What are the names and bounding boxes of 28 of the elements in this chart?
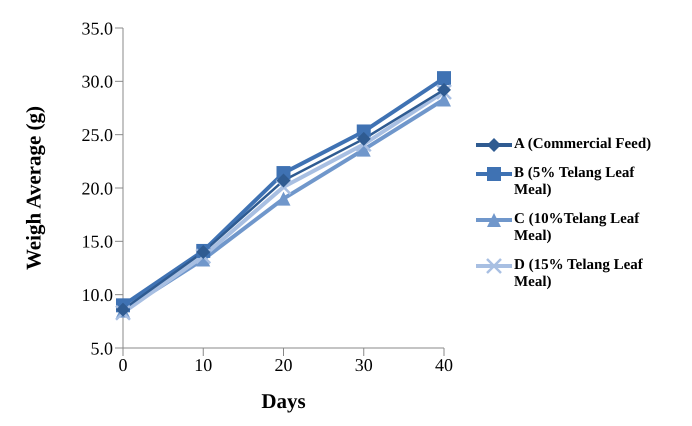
x-tick-label: 40 bbox=[435, 354, 453, 375]
y-tick-label: 35.0 bbox=[82, 18, 113, 38]
y-tick-label: 25.0 bbox=[82, 125, 113, 146]
point bbox=[275, 178, 292, 196]
point bbox=[356, 132, 371, 146]
legend-label: A (Commercial Feed) bbox=[514, 136, 652, 152]
point bbox=[356, 136, 372, 153]
point bbox=[114, 304, 132, 322]
point bbox=[437, 82, 451, 97]
x-tick-label: 30 bbox=[354, 354, 373, 375]
x-tick-label: 0 bbox=[118, 354, 128, 375]
y-tick-label: 20.0 bbox=[82, 178, 113, 198]
point bbox=[276, 174, 290, 188]
legend-label: D (15% Telang Leaf Meal) bbox=[514, 256, 644, 290]
legend-label: C (10%Telang Leaf Meal) bbox=[514, 210, 640, 244]
y-tick-label: 15.0 bbox=[82, 232, 113, 252]
x-tick-label: 10 bbox=[194, 354, 212, 375]
point bbox=[437, 71, 451, 86]
y-tick-label: 5.0 bbox=[90, 338, 113, 358]
legend-label: B (5% Telang Leaf Meal) bbox=[514, 164, 636, 198]
y-tick-label: 30.0 bbox=[82, 72, 113, 92]
x-tick-label: 20 bbox=[274, 354, 292, 375]
x-axis-title: Days bbox=[261, 389, 306, 413]
y-axis-title: Weigh Average (g) bbox=[21, 106, 46, 270]
point bbox=[276, 192, 290, 206]
y-tick-label: 10.0 bbox=[82, 285, 113, 306]
point bbox=[195, 248, 212, 265]
point bbox=[436, 84, 452, 100]
